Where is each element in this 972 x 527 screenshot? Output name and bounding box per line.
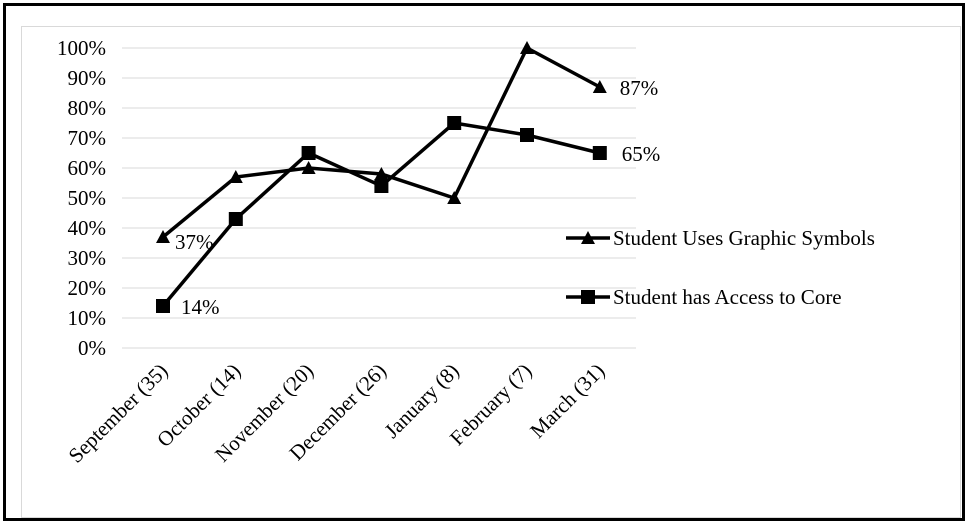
series-line-1 [161, 121, 601, 308]
data-label: 87% [620, 76, 659, 100]
data-point-0-6 [592, 80, 607, 93]
data-point-1-2 [301, 146, 316, 160]
y-tick-label: 80% [68, 96, 107, 120]
y-tick-label: 10% [68, 306, 107, 330]
data-point-0-3 [374, 167, 389, 180]
data-point-0-0 [156, 230, 170, 243]
y-axis-tick-labels: 0% 10% 20% 30% 40% 50% 60% 70% 80% 90% 100% [57, 36, 106, 360]
data-label: 14% [181, 295, 220, 319]
data-labels: 37% 87% 14% 65% [175, 76, 660, 319]
y-tick-label: 90% [68, 66, 107, 90]
data-label: 65% [622, 142, 661, 166]
data-point-1-6 [592, 146, 607, 160]
chart-area-border [21, 26, 961, 518]
y-tick-label: 70% [68, 126, 107, 150]
y-tick-label: 20% [68, 276, 107, 300]
data-point-0-4 [447, 191, 462, 204]
data-point-1-3 [374, 179, 389, 193]
x-axis-tick-labels: September (35)October (14)November (20)D… [64, 359, 610, 468]
legend-label: Student has Access to Core [613, 285, 842, 309]
legend-label: Student Uses Graphic Symbols [613, 226, 875, 250]
gridlines [122, 47, 636, 349]
data-point-1-0 [156, 299, 170, 313]
y-tick-label: 50% [68, 186, 107, 210]
series-line-0 [161, 45, 601, 239]
data-point-1-4 [447, 116, 462, 130]
data-point-1-1 [228, 212, 243, 226]
data-point-0-2 [301, 161, 316, 174]
y-tick-label: 100% [57, 36, 106, 60]
data-point-0-5 [520, 41, 534, 54]
data-point-1-5 [520, 128, 534, 142]
data-point-0-1 [228, 170, 243, 183]
y-tick-label: 0% [78, 336, 106, 360]
chart-frame [3, 3, 965, 521]
y-tick-label: 60% [68, 156, 107, 180]
y-tick-label: 40% [68, 216, 107, 240]
x-tick-label: September (35) [64, 359, 173, 468]
legend: Student Uses Graphic Symbols Student has … [566, 226, 875, 309]
legend-marker [581, 290, 595, 304]
series-markers [156, 41, 607, 313]
legend-marker [581, 231, 595, 244]
y-tick-label: 30% [68, 246, 107, 270]
data-label: 37% [175, 230, 214, 254]
x-tick-label: March (31) [525, 359, 609, 443]
